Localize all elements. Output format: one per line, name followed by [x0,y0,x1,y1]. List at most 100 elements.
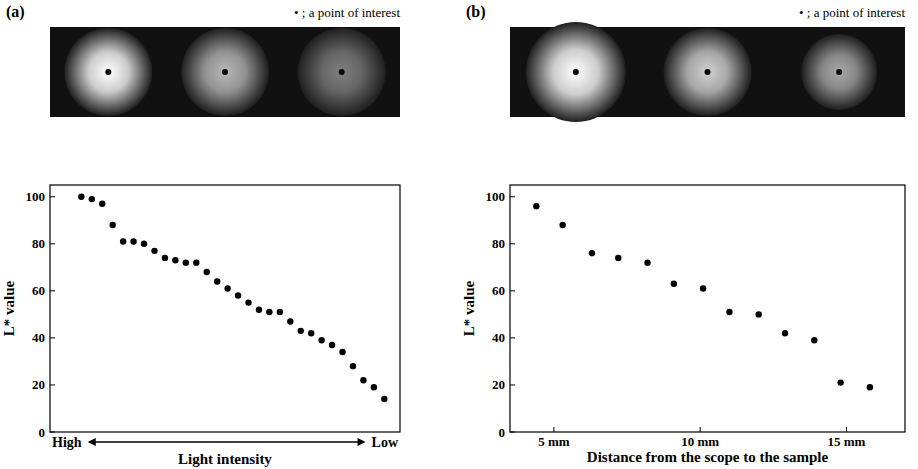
data-point [533,203,539,209]
note: • ; a point of interest [294,5,400,20]
panel: (a) • ; a point of interest 0 20 40 60 80 100 L*… [1,3,400,467]
y-tick-label: 60 [32,283,45,298]
data-point [141,241,147,247]
data-point [644,259,650,265]
plot-frame [510,185,905,432]
y-tick [50,432,55,433]
y-tick [510,337,515,338]
data-point [381,396,387,402]
spot-image [64,28,152,116]
points [78,194,387,403]
data-point [204,269,210,275]
panel-label: (a) [6,3,25,21]
x-tick-label: 10 mm [681,434,719,449]
y-axis-title: L* value [461,280,477,336]
data-point [172,257,178,263]
y-tick [50,290,55,291]
y-tick [510,290,515,291]
data-point [120,238,126,244]
y-tick-label: 20 [32,377,45,392]
data-point [183,259,189,265]
data-point [318,337,324,343]
data-point [339,349,345,355]
data-point [867,384,873,390]
spot-image [801,34,877,110]
data-point [78,194,84,200]
data-point [162,255,168,261]
plot-frame [50,185,400,432]
y-tick [50,337,55,338]
x-tick [846,427,847,432]
spot-image [526,22,626,122]
note: • ; a point of interest [799,5,905,20]
data-point [559,222,565,228]
data-point [371,384,377,390]
data-point [811,337,817,343]
spot-image [664,28,752,116]
x-axis-title: Light intensity [178,451,272,467]
figure: (a) • ; a point of interest 0 20 40 60 80 100 L*… [0,0,918,469]
y-tick-label: 60 [492,283,505,298]
x-tick-label: 5 mm [538,434,570,449]
y-tick-label: 100 [26,189,46,204]
x-tick [553,427,554,432]
point-of-interest [705,69,711,75]
panel: (b)• ; a point of interest0204060801005 … [461,3,905,465]
data-point [287,318,293,324]
data-point [277,309,283,315]
y-tick [510,243,515,244]
x-tick-label: 15 mm [828,434,866,449]
data-point [151,248,157,254]
annotation: High [52,435,82,450]
y-axis-title: L* value [1,280,17,336]
data-point [256,306,262,312]
y-tick-label: 20 [492,377,505,392]
annotation: Low [372,435,399,450]
spot-image [298,28,386,116]
data-point [99,201,105,207]
y-tick [510,384,515,385]
data-point [245,299,251,305]
spot-image [181,28,269,116]
data-point [350,363,356,369]
data-point [89,196,95,202]
y-tick-label: 80 [492,236,505,251]
data-point [214,278,220,284]
x-axis-title: Distance from the scope to the sample [587,449,829,465]
y-tick [50,196,55,197]
y-tick-label: 40 [492,330,505,345]
y-tick-label: 0 [499,425,506,440]
y-tick-label: 80 [32,236,45,251]
data-point [360,377,366,383]
y-tick [50,243,55,244]
data-point [266,309,272,315]
point-of-interest [339,69,345,75]
point-of-interest [222,69,228,75]
data-point [726,309,732,315]
data-point [671,281,677,287]
data-point [224,285,230,291]
data-point [589,250,595,256]
arrow-head [88,438,96,446]
data-point [235,292,241,298]
data-point [109,222,115,228]
point-of-interest [105,69,111,75]
point-of-interest [573,69,579,75]
data-point [782,330,788,336]
y-tick-label: 100 [486,189,506,204]
y-tick-label: 40 [32,330,45,345]
points [533,203,873,391]
data-point [130,238,136,244]
x-tick [700,427,701,432]
image-strip [50,27,400,117]
data-point [700,285,706,291]
data-point [193,259,199,265]
arrow-head [358,438,366,446]
arrow-line [94,441,360,442]
y-tick [50,384,55,385]
data-point [756,311,762,317]
point-of-interest [836,69,842,75]
y-tick [510,196,515,197]
data-point [837,379,843,385]
y-tick-label: 0 [39,425,46,440]
